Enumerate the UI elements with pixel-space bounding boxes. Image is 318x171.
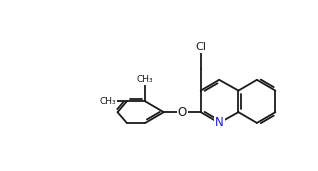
Text: N: N xyxy=(215,116,224,129)
Text: CH₃: CH₃ xyxy=(137,75,154,84)
Text: Cl: Cl xyxy=(195,42,206,52)
Text: CH₃: CH₃ xyxy=(100,97,117,106)
Text: O: O xyxy=(177,106,187,119)
